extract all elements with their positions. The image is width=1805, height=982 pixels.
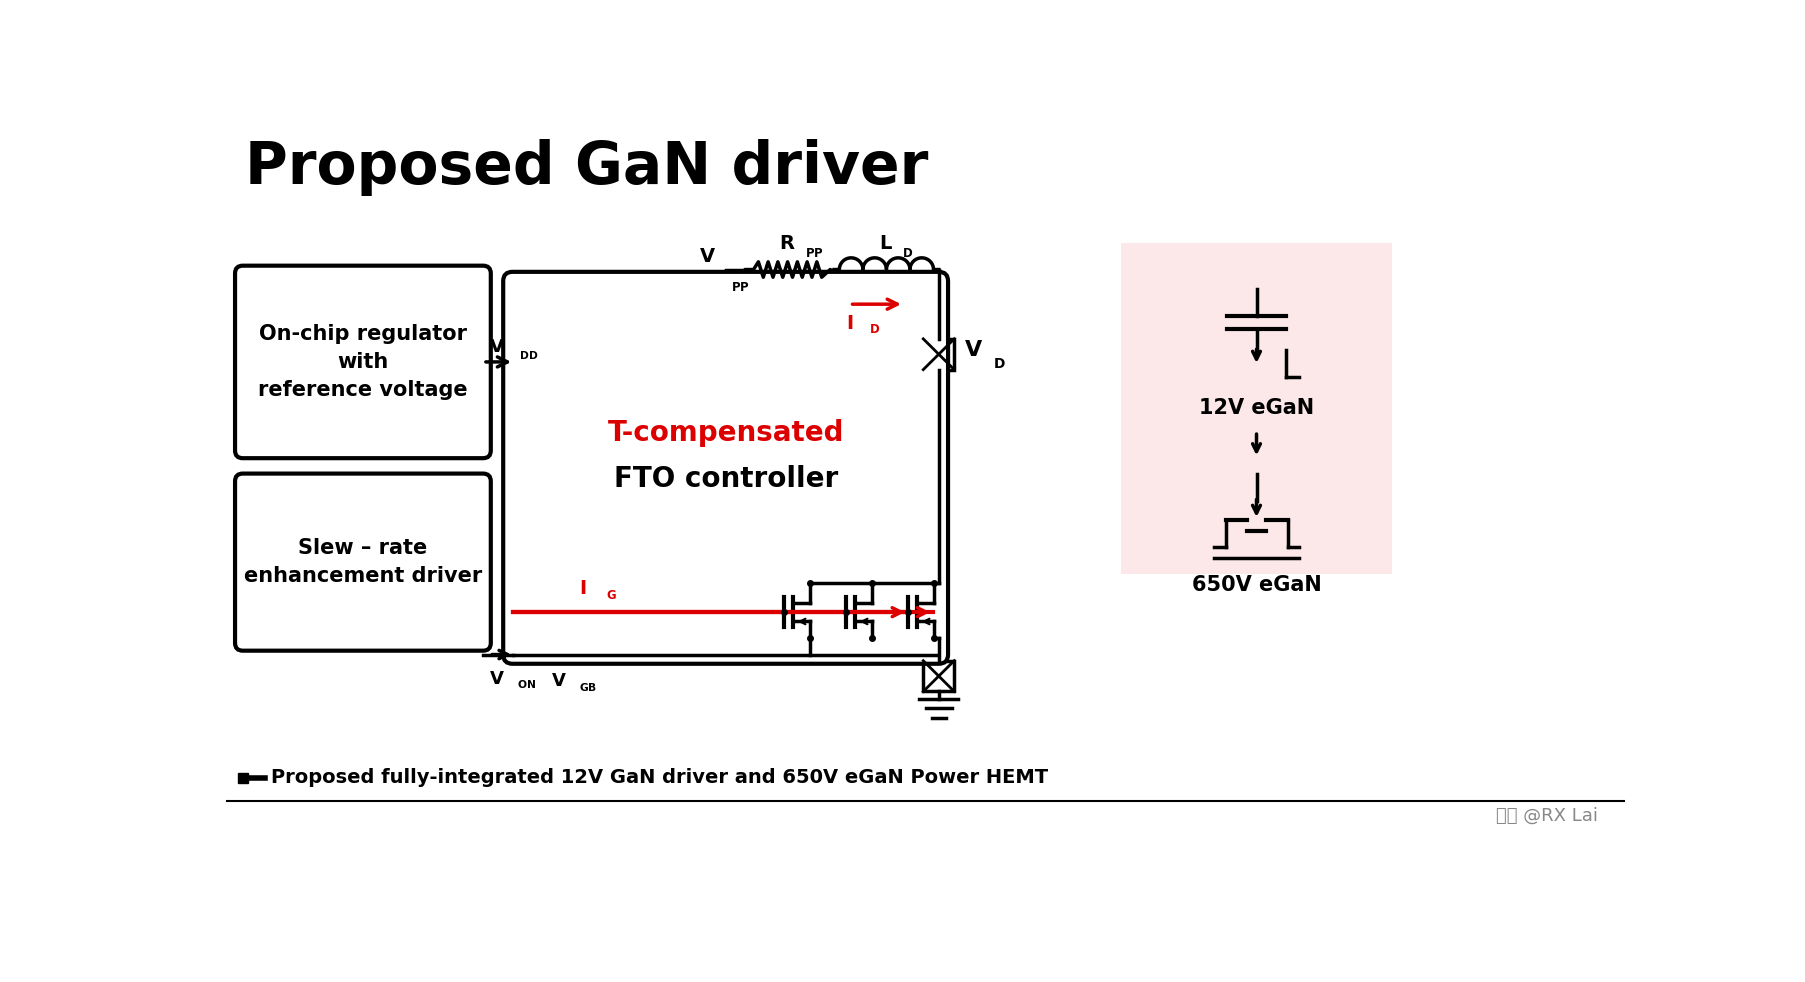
Text: $\mathbf{_{GB}}$: $\mathbf{_{GB}}$ — [579, 679, 597, 693]
Text: $\mathbf{_{DD}}$: $\mathbf{_{DD}}$ — [518, 347, 538, 362]
Text: On-chip regulator
with
reference voltage: On-chip regulator with reference voltage — [258, 324, 467, 400]
FancyBboxPatch shape — [504, 272, 948, 664]
Text: $\mathbf{V}$: $\mathbf{V}$ — [489, 670, 505, 688]
Text: $\mathbf{I}$: $\mathbf{I}$ — [845, 314, 852, 333]
Text: $\mathbf{_D}$: $\mathbf{_D}$ — [901, 243, 913, 260]
Bar — [922, 339, 953, 369]
FancyBboxPatch shape — [235, 473, 491, 651]
Text: $\mathbf{_D}$: $\mathbf{_D}$ — [868, 318, 879, 336]
Text: $\mathbf{L}$: $\mathbf{L}$ — [879, 234, 893, 252]
Text: Proposed GaN driver: Proposed GaN driver — [245, 138, 928, 195]
Text: $\mathbf{R}$: $\mathbf{R}$ — [780, 234, 796, 252]
Text: $\mathbf{V}$: $\mathbf{V}$ — [489, 338, 505, 355]
Text: 650V eGaN: 650V eGaN — [1191, 575, 1321, 595]
Bar — [922, 661, 953, 691]
Bar — [1121, 243, 1392, 573]
Text: $\mathbf{I}$: $\mathbf{I}$ — [578, 579, 585, 598]
Text: $\mathbf{_{ON}}$: $\mathbf{_{ON}}$ — [516, 677, 536, 691]
Text: FTO controller: FTO controller — [614, 465, 838, 493]
Text: $\mathbf{V}$: $\mathbf{V}$ — [699, 246, 715, 266]
Text: $\mathbf{_{PP}}$: $\mathbf{_{PP}}$ — [805, 243, 823, 260]
Text: Slew – rate
enhancement driver: Slew – rate enhancement driver — [244, 538, 482, 586]
Text: $\mathbf{_D}$: $\mathbf{_D}$ — [993, 353, 1005, 371]
Text: Proposed fully-integrated 12V GaN driver and 650V eGaN Power HEMT: Proposed fully-integrated 12V GaN driver… — [271, 768, 1047, 788]
Text: $\mathbf{V}$: $\mathbf{V}$ — [551, 673, 567, 690]
Text: $\mathbf{_{PP}}$: $\mathbf{_{PP}}$ — [731, 276, 749, 294]
Text: T-compensated: T-compensated — [606, 419, 843, 447]
Text: 知乎 @RX Lai: 知乎 @RX Lai — [1495, 807, 1597, 825]
Text: $\mathbf{_G}$: $\mathbf{_G}$ — [605, 584, 616, 602]
FancyBboxPatch shape — [235, 266, 491, 459]
Text: 12V eGaN: 12V eGaN — [1199, 398, 1314, 418]
Text: $\mathbf{V}$: $\mathbf{V}$ — [964, 341, 982, 360]
